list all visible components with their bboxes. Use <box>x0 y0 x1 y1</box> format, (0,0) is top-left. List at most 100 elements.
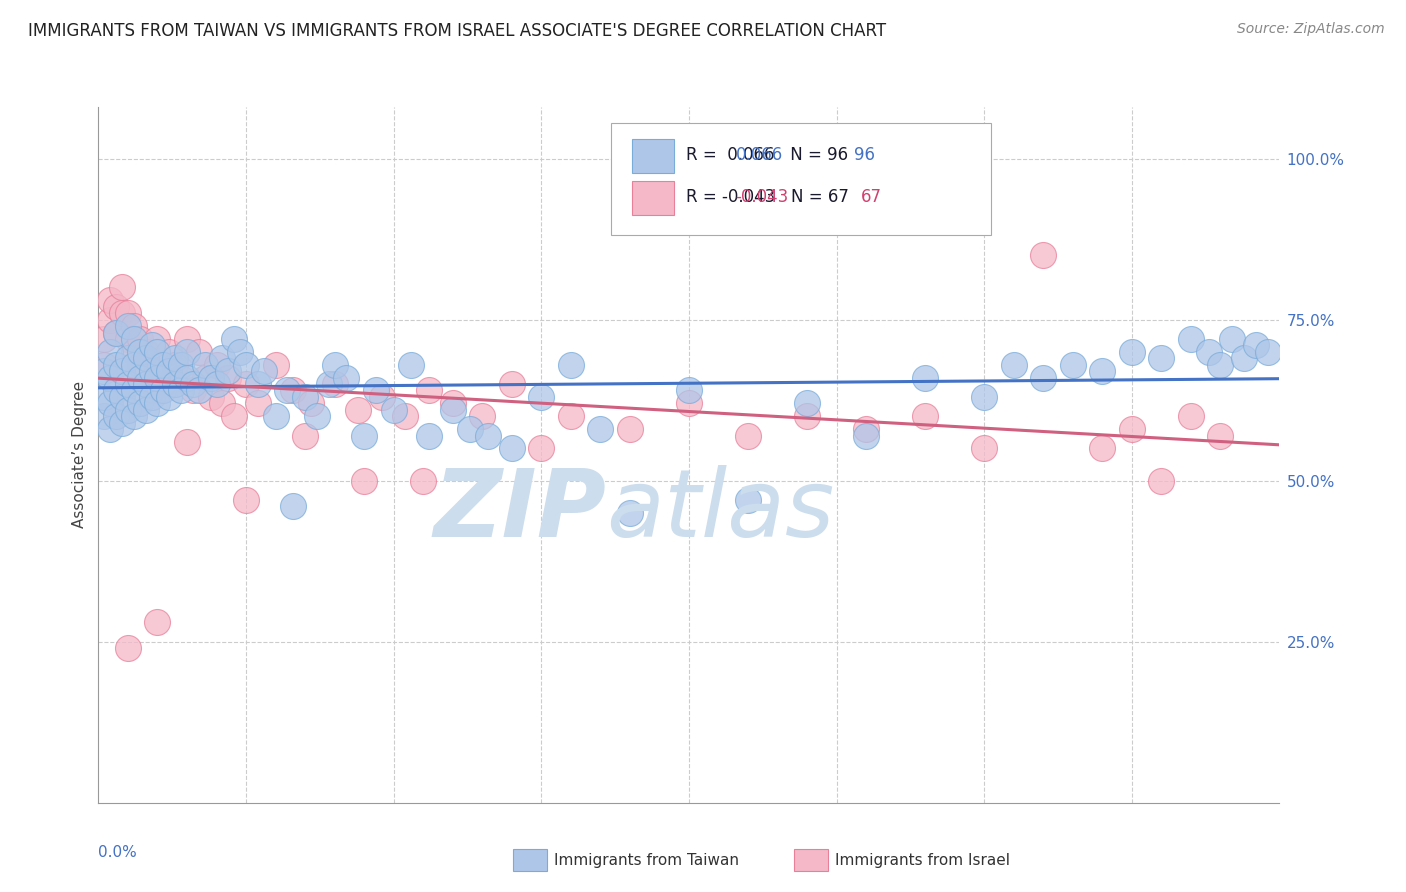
Point <box>205 358 228 372</box>
Point <box>205 377 228 392</box>
Point <box>200 370 222 384</box>
Point <box>1062 358 1084 372</box>
Point <box>135 351 157 366</box>
Text: 67: 67 <box>862 188 883 206</box>
Point <box>111 364 134 378</box>
Point <box>1198 344 1220 359</box>
Point <box>157 390 180 404</box>
Point <box>914 370 936 384</box>
Point <box>135 377 157 392</box>
Point <box>1091 364 1114 378</box>
Point <box>105 326 128 340</box>
Point <box>477 428 499 442</box>
Point <box>165 351 187 366</box>
Point <box>98 370 121 384</box>
Point <box>323 358 346 372</box>
Point <box>128 358 150 372</box>
Point <box>122 319 145 334</box>
Text: 0.0%: 0.0% <box>98 845 138 860</box>
Point <box>855 422 877 436</box>
Point <box>128 332 150 346</box>
Point <box>93 409 115 424</box>
Text: -0.043: -0.043 <box>735 188 787 206</box>
Point <box>128 344 150 359</box>
Point <box>105 384 128 398</box>
Text: ZIP: ZIP <box>433 465 606 557</box>
Point <box>105 300 128 314</box>
Point <box>176 435 198 450</box>
Point <box>235 493 257 508</box>
Text: Immigrants from Israel: Immigrants from Israel <box>835 854 1010 868</box>
Point <box>157 364 180 378</box>
Point <box>146 396 169 410</box>
Point <box>217 364 239 378</box>
Point <box>294 428 316 442</box>
Point <box>353 474 375 488</box>
Point <box>146 332 169 346</box>
Point <box>152 384 174 398</box>
Point <box>1220 332 1243 346</box>
Point <box>394 409 416 424</box>
Point <box>200 390 222 404</box>
Point <box>441 402 464 417</box>
Point <box>460 422 482 436</box>
Point <box>1121 422 1143 436</box>
Point <box>264 358 287 372</box>
Point <box>412 474 434 488</box>
Point <box>98 396 121 410</box>
Point <box>235 377 257 392</box>
Point <box>117 641 139 656</box>
Point <box>737 493 759 508</box>
Point <box>973 390 995 404</box>
Point <box>501 442 523 456</box>
Text: 96: 96 <box>855 145 876 163</box>
Point <box>211 396 233 410</box>
Point <box>98 422 121 436</box>
Point <box>165 377 187 392</box>
Point <box>1244 338 1267 352</box>
Point <box>135 402 157 417</box>
Point <box>914 409 936 424</box>
Point <box>364 384 387 398</box>
Point <box>141 384 163 398</box>
Point <box>93 390 115 404</box>
Point <box>276 384 298 398</box>
Text: Source: ZipAtlas.com: Source: ZipAtlas.com <box>1237 22 1385 37</box>
Point <box>678 396 700 410</box>
Point <box>264 409 287 424</box>
Point <box>117 306 139 320</box>
Point <box>117 377 139 392</box>
Point <box>93 364 115 378</box>
Point <box>283 500 305 514</box>
Point <box>128 396 150 410</box>
Point <box>418 384 440 398</box>
Point <box>1209 358 1232 372</box>
Point <box>253 364 276 378</box>
Point <box>530 442 553 456</box>
Y-axis label: Associate’s Degree: Associate’s Degree <box>72 382 87 528</box>
Point <box>157 344 180 359</box>
Point <box>152 358 174 372</box>
Point <box>246 396 269 410</box>
Point <box>1180 409 1202 424</box>
Point <box>1233 351 1256 366</box>
Point <box>973 442 995 456</box>
Point <box>1257 344 1279 359</box>
Point <box>187 344 209 359</box>
Point <box>122 344 145 359</box>
Point <box>1121 344 1143 359</box>
Point <box>589 422 612 436</box>
Point <box>224 409 246 424</box>
Point <box>170 384 193 398</box>
Point <box>93 358 115 372</box>
Point <box>855 428 877 442</box>
Point <box>1150 474 1173 488</box>
Point <box>117 319 139 334</box>
Point <box>146 358 169 372</box>
Point <box>146 344 169 359</box>
Point <box>194 370 217 384</box>
Point <box>217 370 239 384</box>
Point <box>501 377 523 392</box>
Text: 0.066: 0.066 <box>737 145 783 163</box>
Point <box>1150 351 1173 366</box>
